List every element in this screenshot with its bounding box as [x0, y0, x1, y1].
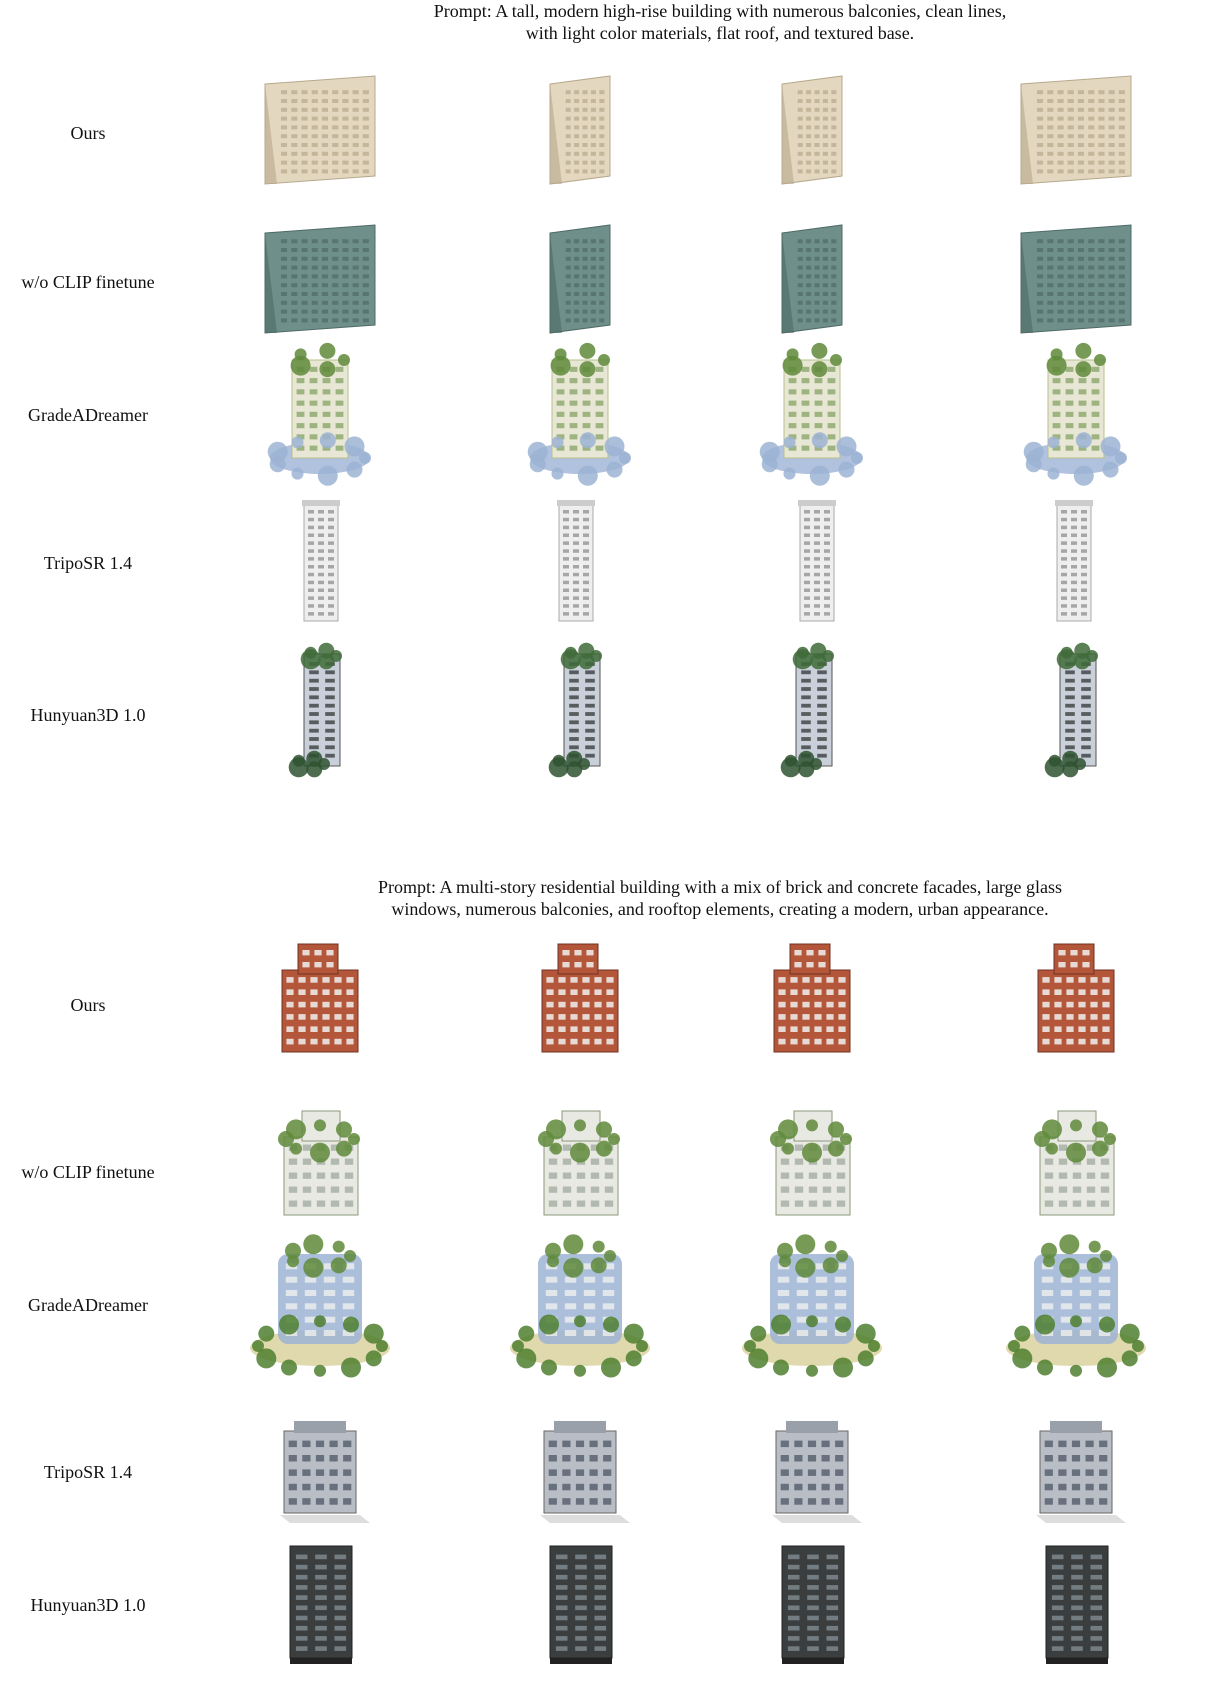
render-view-4	[970, 1230, 1170, 1380]
s2-row-gradeadreamer: GradeADreamer	[0, 1230, 1226, 1380]
render-view-2	[470, 930, 670, 1080]
row-label: GradeADreamer	[28, 1294, 148, 1315]
s2-row-no-clip: w/o CLIP finetune	[0, 1097, 1226, 1247]
render-view-1	[220, 488, 420, 638]
row-label: Hunyuan3D 1.0	[30, 1594, 146, 1615]
render-view-3	[720, 58, 920, 208]
render-view-4	[970, 640, 1170, 790]
prompt-1-line-2: with light color materials, flat roof, a…	[525, 23, 915, 43]
render-view-2	[470, 340, 670, 490]
render-view-4	[970, 58, 1170, 208]
render-view-1	[220, 58, 420, 208]
render-view-4	[970, 207, 1170, 357]
s2-row-ours: Ours	[0, 930, 1226, 1080]
render-view-4	[970, 340, 1170, 490]
row-label: Ours	[70, 122, 106, 143]
row-label: w/o CLIP finetune	[21, 1161, 155, 1182]
render-view-4	[970, 488, 1170, 638]
row-label: TripoSR 1.4	[43, 552, 133, 573]
s1-row-triposr: TripoSR 1.4	[0, 488, 1226, 638]
s2-row-hunyuan: Hunyuan3D 1.0	[0, 1530, 1226, 1680]
render-view-1	[220, 1230, 420, 1380]
render-view-3	[720, 488, 920, 638]
prompt-2-line-1: Prompt: A multi-story residential buildi…	[377, 877, 1062, 897]
render-view-4	[970, 930, 1170, 1080]
render-view-1	[220, 340, 420, 490]
render-view-1	[220, 930, 420, 1080]
render-view-3	[720, 1097, 920, 1247]
render-view-3	[720, 640, 920, 790]
render-view-1	[220, 640, 420, 790]
render-view-3	[720, 1530, 920, 1680]
s1-row-gradeadreamer: GradeADreamer	[0, 340, 1226, 490]
row-label: Ours	[70, 994, 106, 1015]
render-view-2	[470, 640, 670, 790]
render-view-2	[470, 207, 670, 357]
row-label: Hunyuan3D 1.0	[30, 704, 146, 725]
prompt-2-line-2: windows, numerous balconies, and rooftop…	[391, 899, 1049, 919]
s1-row-hunyuan: Hunyuan3D 1.0	[0, 640, 1226, 790]
render-view-3	[720, 930, 920, 1080]
render-view-2	[470, 1530, 670, 1680]
render-view-2	[470, 58, 670, 208]
row-label: TripoSR 1.4	[43, 1461, 133, 1482]
s1-row-ours: Ours	[0, 58, 1226, 208]
s1-row-no-clip: w/o CLIP finetune	[0, 207, 1226, 357]
prompt-1-line-1: Prompt: A tall, modern high-rise buildin…	[433, 1, 1007, 21]
render-view-3	[720, 1230, 920, 1380]
prompt-2: Prompt: A multi-story residential buildi…	[220, 876, 1220, 920]
render-view-3	[720, 1397, 920, 1547]
render-view-1	[220, 1397, 420, 1547]
render-view-2	[470, 1397, 670, 1547]
render-view-1	[220, 1097, 420, 1247]
render-view-1	[220, 207, 420, 357]
render-view-2	[470, 488, 670, 638]
render-view-4	[970, 1530, 1170, 1680]
render-view-1	[220, 1530, 420, 1680]
render-view-2	[470, 1097, 670, 1247]
render-view-4	[970, 1097, 1170, 1247]
render-view-4	[970, 1397, 1170, 1547]
prompt-1: Prompt: A tall, modern high-rise buildin…	[220, 0, 1220, 44]
s2-row-triposr: TripoSR 1.4	[0, 1397, 1226, 1547]
render-view-3	[720, 340, 920, 490]
render-view-3	[720, 207, 920, 357]
row-label: GradeADreamer	[28, 404, 148, 425]
row-label: w/o CLIP finetune	[21, 271, 155, 292]
render-view-2	[470, 1230, 670, 1380]
